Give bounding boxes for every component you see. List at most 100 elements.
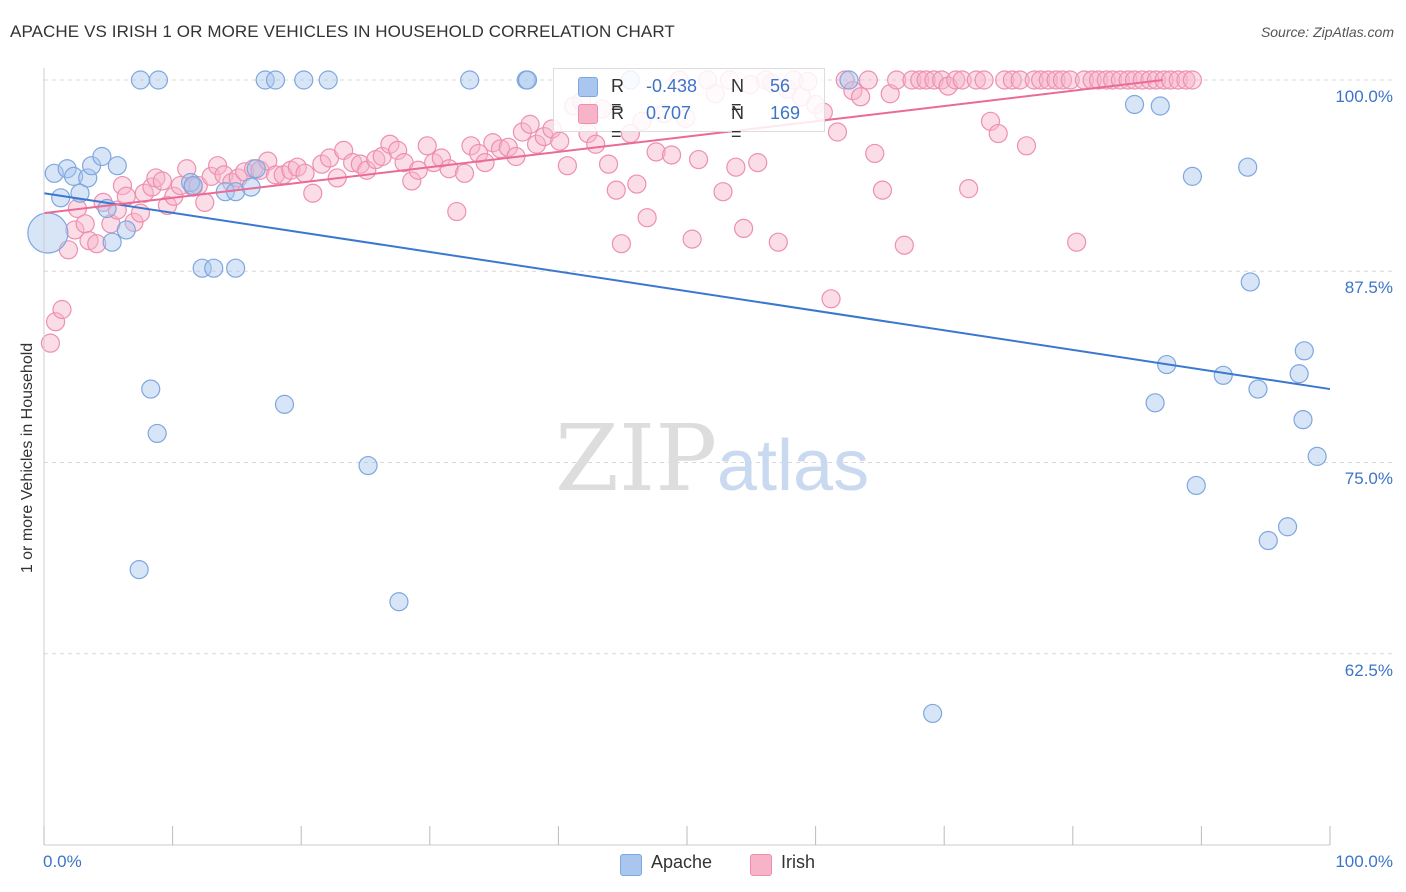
irish-point [1038, 70, 1058, 90]
irish-point [768, 232, 788, 252]
irish-point [733, 218, 754, 239]
apache-point [255, 70, 275, 90]
apache-point [44, 163, 64, 183]
n-label: N = [731, 103, 744, 144]
irish-point [748, 153, 768, 173]
irish-point [865, 143, 885, 164]
n-value: 56 [770, 76, 791, 96]
irish-point [483, 133, 503, 153]
chart-title: APACHE VS IRISH 1 OR MORE VEHICLES IN HO… [10, 22, 675, 41]
apache-point [1277, 517, 1298, 537]
irish-point [431, 148, 451, 168]
apache-point [358, 455, 378, 476]
apache-point [517, 70, 538, 90]
apache-point [1307, 446, 1327, 466]
irish-point [287, 157, 307, 177]
irish-point [661, 145, 682, 165]
irish-point [65, 220, 85, 240]
irish-point [586, 134, 606, 154]
irish-point [152, 171, 172, 191]
apache-point [1186, 475, 1206, 496]
r-label: R = [611, 76, 624, 117]
irish-point [1176, 70, 1196, 90]
irish-point [646, 142, 666, 162]
apache-legend-swatch [620, 854, 642, 876]
irish-point [988, 123, 1008, 144]
apache-point [1145, 393, 1165, 413]
apache-point [63, 166, 84, 186]
x-tick-label: 0.0% [43, 852, 82, 871]
irish-point [902, 70, 922, 90]
apache-point [839, 70, 859, 90]
apache-point [1150, 96, 1170, 116]
watermark-atlas: atlas [717, 426, 869, 506]
irish-point [1096, 70, 1116, 90]
irish-legend-label: Irish [781, 852, 816, 872]
irish-point [475, 153, 495, 173]
irish-point [1088, 70, 1109, 90]
axes [43, 68, 1331, 846]
apache-point [1294, 341, 1314, 361]
irish-point [1067, 232, 1087, 252]
source-credit: Source: ZipAtlas.com [1260, 24, 1394, 40]
irish-point [303, 183, 323, 203]
n-label: N = [731, 76, 744, 117]
irish-point [726, 157, 746, 177]
apache-point [92, 146, 112, 167]
apache-point [460, 70, 480, 90]
irish-point [1024, 70, 1044, 90]
r-value: -0.438 [646, 76, 698, 96]
irish-point [1016, 136, 1037, 156]
irish-point [627, 174, 647, 194]
irish-point [910, 70, 930, 90]
apache-point [294, 70, 314, 90]
apache-point [130, 70, 151, 90]
apache-point [1240, 272, 1260, 292]
apache-point [1238, 157, 1258, 177]
apache-point [389, 592, 409, 612]
apache-point [265, 70, 286, 90]
irish-point [894, 235, 914, 255]
irish-point [1046, 70, 1066, 90]
irish-point [1010, 70, 1030, 90]
apache-point [1293, 410, 1313, 430]
irish-point [557, 156, 578, 176]
apache-point [147, 423, 167, 444]
apache-point [141, 379, 161, 399]
apache-point [183, 175, 203, 196]
irish-point [461, 136, 481, 156]
irish-point [550, 131, 570, 151]
irish-trend-line [43, 79, 1163, 215]
irish-point [980, 111, 1001, 131]
irish-point [924, 70, 944, 90]
apache-point [1182, 166, 1202, 186]
irish-point [402, 171, 422, 191]
irish-point [526, 134, 547, 154]
irish-point [112, 175, 133, 196]
data-points [27, 70, 1327, 724]
irish-swatch [578, 104, 598, 124]
apache-point [107, 156, 127, 176]
trend-lines [43, 79, 1331, 391]
irish-point [454, 163, 475, 183]
irish-point [265, 165, 286, 185]
irish-point [388, 140, 408, 160]
irish-point [938, 76, 958, 96]
apache-point [51, 188, 71, 208]
irish-point [851, 87, 871, 107]
apache-point [192, 258, 212, 278]
irish-point [827, 122, 848, 142]
apache-point [181, 172, 201, 193]
apache-point [27, 212, 69, 254]
apache-point [274, 394, 295, 414]
irish-point [534, 127, 554, 147]
apache-point [1213, 365, 1233, 385]
irish-point [843, 81, 863, 101]
irish-point [688, 149, 709, 170]
apache-point [1248, 379, 1268, 399]
y-tick-label: 100.0% [1335, 87, 1393, 106]
apache-point [1289, 364, 1309, 384]
apache-point [57, 159, 77, 179]
y-tick-label: 87.5% [1344, 278, 1393, 297]
irish-point [637, 208, 657, 228]
